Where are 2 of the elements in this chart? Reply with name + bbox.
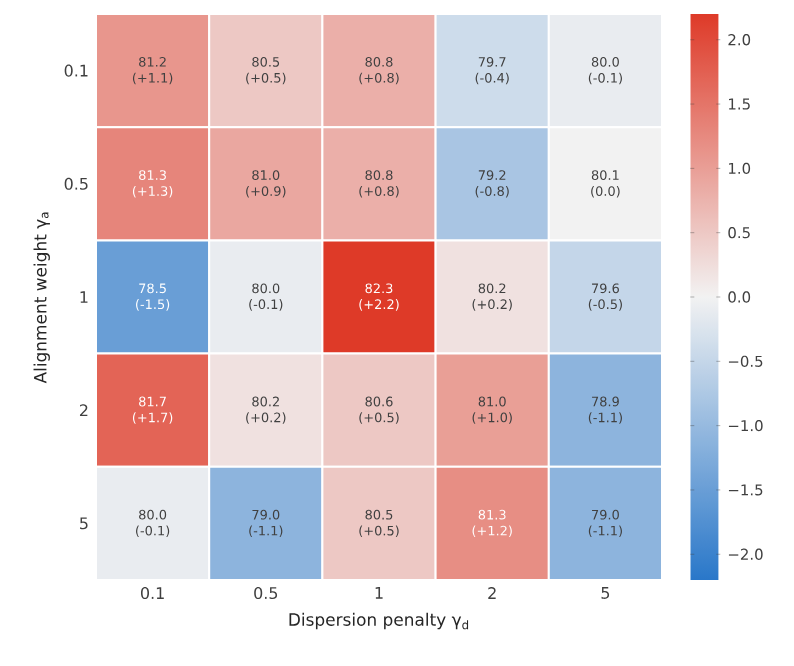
y-axis-title: Alignment weight γ$_{a}$ <box>33 212 50 384</box>
x-axis-title: Dispersion penalty γ$_{d}$ <box>289 612 469 630</box>
